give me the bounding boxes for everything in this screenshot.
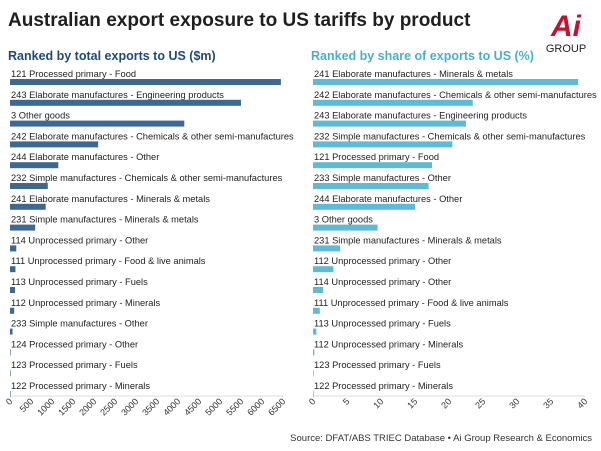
- logo-group-text: GROUP: [546, 43, 586, 54]
- right-bar: [313, 224, 378, 231]
- right-category-label: 231 Simple manufactures - Minerals & met…: [314, 235, 502, 245]
- left-tick-label: 2000: [77, 396, 98, 417]
- left-bar: [10, 266, 16, 273]
- right-tick-label: 10: [371, 396, 385, 410]
- left-category-label: 233 Simple manufactures - Other: [11, 319, 148, 329]
- right-bar: [313, 391, 314, 397]
- right-category-label: 122 Processed primary - Minerals: [314, 381, 453, 391]
- left-category-label: 123 Processed primary - Fuels: [11, 360, 138, 370]
- left-category-label: 113 Unprocessed primary - Fuels: [11, 277, 148, 287]
- left-tick-label: 1500: [56, 396, 77, 417]
- right-tick-label: 5: [341, 396, 352, 407]
- right-tick-label: 15: [405, 396, 419, 410]
- right-category-label: 121 Processed primary - Food: [314, 152, 439, 162]
- left-bar: [10, 349, 11, 356]
- left-tick-label: 3000: [119, 396, 140, 417]
- left-category-label: 3 Other goods: [11, 111, 70, 121]
- right-bar: [313, 141, 453, 148]
- left-tick-label: 6000: [245, 396, 266, 417]
- left-bar: [10, 141, 99, 148]
- chart-title: Australian export exposure to US tariffs…: [8, 10, 471, 31]
- right-bar: [313, 183, 429, 189]
- left-bar: [10, 203, 46, 210]
- left-tick-label: 4000: [161, 396, 182, 417]
- left-bar: [10, 245, 17, 252]
- right-category-label: 123 Processed primary - Fuels: [314, 360, 441, 370]
- right-bar: [313, 79, 579, 85]
- right-category-label: 113 Unprocessed primary - Fuels: [314, 319, 451, 329]
- left-bar: [10, 99, 241, 106]
- left-bar: [10, 370, 11, 377]
- right-category-label: 112 Unprocessed primary - Minerals: [314, 339, 464, 349]
- right-bar: [313, 266, 334, 273]
- right-tick-label: 35: [541, 396, 555, 410]
- right-bar: [313, 307, 320, 314]
- left-category-label: 231 Simple manufactures - Minerals & met…: [11, 215, 199, 225]
- left-bar: [10, 162, 59, 169]
- left-category-label: 232 Simple manufactures - Chemicals & ot…: [11, 173, 283, 183]
- ai-group-logo: Ai GROUP: [538, 8, 594, 55]
- left-tick-label: 6500: [266, 396, 287, 417]
- left-panel-title: Ranked by total exports to US ($m): [8, 49, 216, 63]
- right-tick-label: 30: [507, 396, 521, 410]
- left-tick-label: 500: [18, 396, 36, 414]
- right-category-label: 111 Unprocessed primary - Food & live an…: [314, 298, 509, 308]
- right-category-label: 232 Simple manufactures - Chemicals & ot…: [314, 131, 586, 141]
- right-category-label: 233 Simple manufactures - Other: [314, 173, 451, 183]
- left-category-label: 241 Elaborate manufactures - Minerals & …: [11, 194, 210, 204]
- right-tick-label: 0: [307, 396, 318, 407]
- right-bar: [313, 328, 317, 335]
- left-tick-label: 0: [4, 396, 15, 407]
- left-tick-label: 5500: [224, 396, 245, 417]
- right-tick-label: 25: [473, 396, 487, 410]
- logo-mark-text: Ai: [550, 10, 582, 43]
- right-tick-label: 20: [439, 396, 453, 410]
- left-tick-label: 3500: [140, 396, 161, 417]
- right-tick-label: 40: [575, 396, 589, 410]
- left-bar: [10, 391, 11, 397]
- left-tick-label: 5000: [203, 396, 224, 417]
- right-bar: [313, 162, 432, 169]
- left-bar: [10, 328, 13, 335]
- ai-group-logo-mark: Ai GROUP: [546, 10, 586, 55]
- left-category-label: 244 Elaborate manufactures - Other: [11, 152, 159, 162]
- left-tick-label: 2500: [98, 396, 119, 417]
- left-category-label: 111 Unprocessed primary - Food & live an…: [11, 256, 206, 266]
- right-bar: [313, 99, 473, 106]
- right-category-label: 241 Elaborate manufactures - Minerals & …: [314, 69, 513, 79]
- right-bar: [313, 349, 315, 356]
- left-category-label: 112 Unprocessed primary - Minerals: [11, 298, 161, 308]
- left-category-label: 122 Processed primary - Minerals: [11, 381, 150, 391]
- left-bar: [10, 287, 16, 293]
- right-bar: [313, 287, 324, 293]
- left-category-label: 121 Processed primary - Food: [11, 69, 136, 79]
- left-bar: [10, 79, 281, 85]
- right-bar: [313, 370, 314, 377]
- right-category-label: 114 Unprocessed primary - Other: [314, 277, 451, 287]
- left-bar: [10, 183, 48, 189]
- right-category-label: 3 Other goods: [314, 215, 373, 225]
- right-bar: [313, 120, 466, 127]
- left-category-label: 242 Elaborate manufactures - Chemicals &…: [11, 131, 294, 141]
- right-panel-title: Ranked by share of exports to US (%): [311, 49, 534, 63]
- right-bar: [313, 203, 415, 210]
- left-category-label: 114 Unprocessed primary - Other: [11, 235, 148, 245]
- left-tick-label: 4500: [182, 396, 203, 417]
- right-category-label: 244 Elaborate manufactures - Other: [314, 194, 462, 204]
- left-tick-label: 1000: [35, 396, 56, 417]
- left-bar: [10, 120, 185, 127]
- left-category-label: 243 Elaborate manufactures - Engineering…: [11, 90, 224, 100]
- right-bar: [313, 245, 341, 252]
- right-category-label: 243 Elaborate manufactures - Engineering…: [314, 111, 527, 121]
- right-category-label: 112 Unprocessed primary - Other: [314, 256, 451, 266]
- left-category-label: 124 Processed primary - Other: [11, 339, 138, 349]
- right-category-label: 242 Elaborate manufactures - Chemicals &…: [314, 90, 597, 100]
- left-bar: [10, 224, 36, 231]
- source-note: Source: DFAT/ABS TRIEC Database • Ai Gro…: [290, 433, 592, 444]
- left-bar: [10, 307, 15, 314]
